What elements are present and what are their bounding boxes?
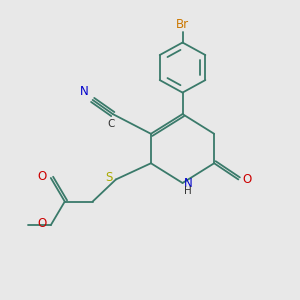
Text: O: O bbox=[38, 170, 47, 183]
Text: C: C bbox=[108, 119, 115, 129]
Text: H: H bbox=[184, 186, 192, 196]
Text: O: O bbox=[38, 217, 47, 230]
Text: O: O bbox=[242, 173, 251, 186]
Text: S: S bbox=[105, 172, 112, 184]
Text: N: N bbox=[184, 177, 193, 190]
Text: N: N bbox=[80, 85, 89, 98]
Text: Br: Br bbox=[176, 18, 189, 31]
